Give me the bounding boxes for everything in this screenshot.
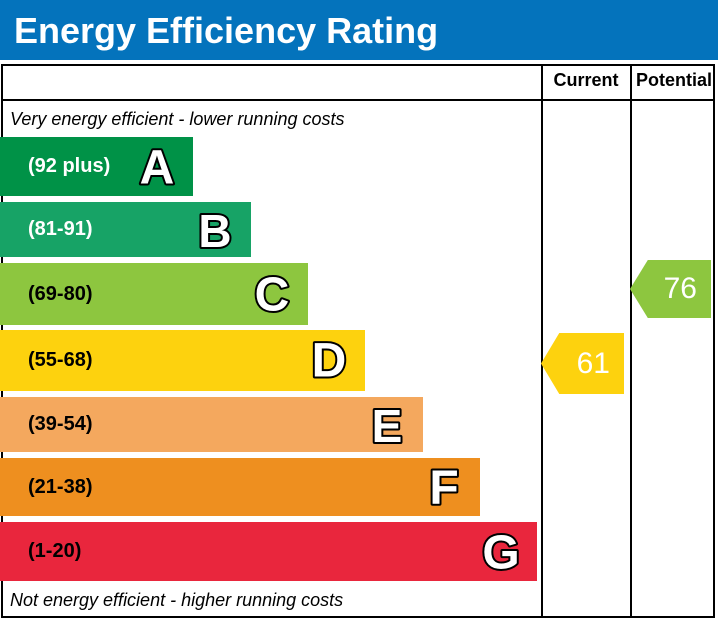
svg-text:B: B [198, 205, 231, 257]
svg-text:F: F [429, 462, 458, 515]
svg-text:C: C [255, 269, 290, 322]
svg-text:D: D [312, 335, 347, 388]
svg-text:A: A [140, 142, 175, 195]
svg-text:E: E [372, 400, 403, 452]
svg-text:G: G [482, 527, 519, 580]
